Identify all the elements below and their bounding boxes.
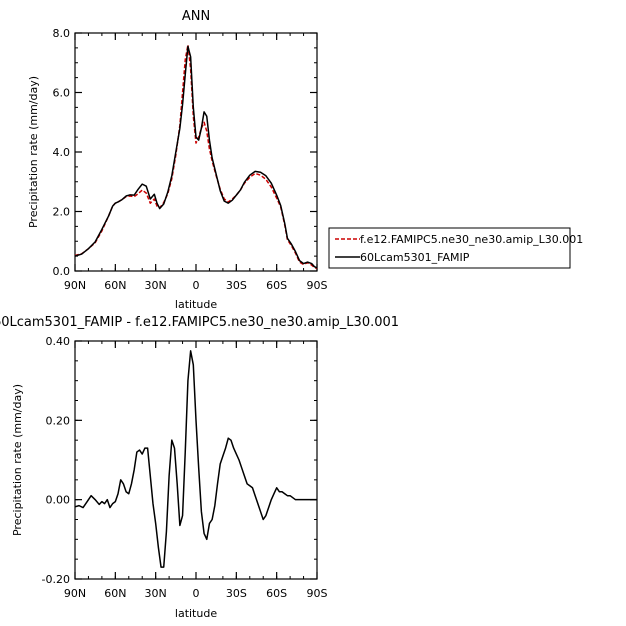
x-tick-label: 90S [307, 587, 328, 600]
x-tick-label: 60S [266, 279, 287, 292]
plot-title-difference: 60Lcam5301_FAMIP - f.e12.FAMIPC5.ne30_ne… [0, 315, 399, 330]
y-tick-label: 4.0 [53, 146, 71, 159]
axis-ticks: 90N 60N 30N 0 30S 60S 90S 0.0 2.0 4.0 6.0 8.0 [53, 27, 328, 292]
y-tick-label: 8.0 [53, 27, 71, 40]
y-tick-label: -0.20 [42, 573, 70, 586]
x-tick-label: 30N [145, 279, 167, 292]
y-tick-label: 0.20 [46, 414, 71, 427]
x-tick-label: 30S [226, 587, 247, 600]
y-tick-label: 0.40 [46, 335, 71, 348]
y-axis-label: Precipitation rate (mm/day) [27, 76, 40, 228]
x-axis-label-difference: latitude [175, 607, 217, 620]
x-tick-label: 30N [145, 587, 167, 600]
series-lines-difference [74, 350, 317, 568]
plot-frame-difference [74, 340, 318, 580]
y-tick-label: 0.00 [46, 494, 71, 507]
series-lines [74, 44, 318, 270]
legend-box [328, 227, 571, 269]
series-line-2 [74, 45, 318, 269]
series-line-1 [74, 44, 318, 270]
x-axis-label: latitude [175, 298, 217, 311]
plot-frame [74, 32, 318, 272]
legend-entry-series-2: 60Lcam5301_FAMIP [360, 251, 470, 264]
axis-ticks-difference: 90N 60N 30N 0 30S 60S 90S -0.20 0.00 0.20 0.40 [42, 335, 328, 600]
y-axis-label-difference: Precipitation rate (mm/day) [11, 384, 24, 536]
y-tick-label: 0.0 [53, 265, 71, 278]
x-tick-label: 90N [64, 279, 86, 292]
x-tick-label: 60N [104, 587, 126, 600]
plot-difference: 60Lcam5301_FAMIP - f.e12.FAMIPC5.ne30_ne… [0, 315, 399, 620]
y-tick-label: 2.0 [53, 206, 71, 219]
x-tick-label: 30S [226, 279, 247, 292]
x-tick-label: 60N [104, 279, 126, 292]
legend-entry-series-1: f.e12.FAMIPC5.ne30_ne30.amip_L30.001 [360, 233, 583, 246]
plot-annual-precip: ANN 90N 60N 30N 0 30S 60S 90S 0.0 2.0 4.0 6.0 8.0 l… [27, 9, 583, 311]
plot-title: ANN [182, 9, 210, 24]
x-tick-label: 90S [307, 279, 328, 292]
legend: f.e12.FAMIPC5.ne30_ne30.amip_L30.001 60L… [328, 227, 583, 269]
x-tick-label: 0 [193, 279, 200, 292]
x-tick-label: 90N [64, 587, 86, 600]
y-tick-label: 6.0 [53, 87, 71, 100]
series-line-1 [74, 350, 317, 568]
x-tick-label: 60S [266, 587, 287, 600]
x-tick-label: 0 [193, 587, 200, 600]
